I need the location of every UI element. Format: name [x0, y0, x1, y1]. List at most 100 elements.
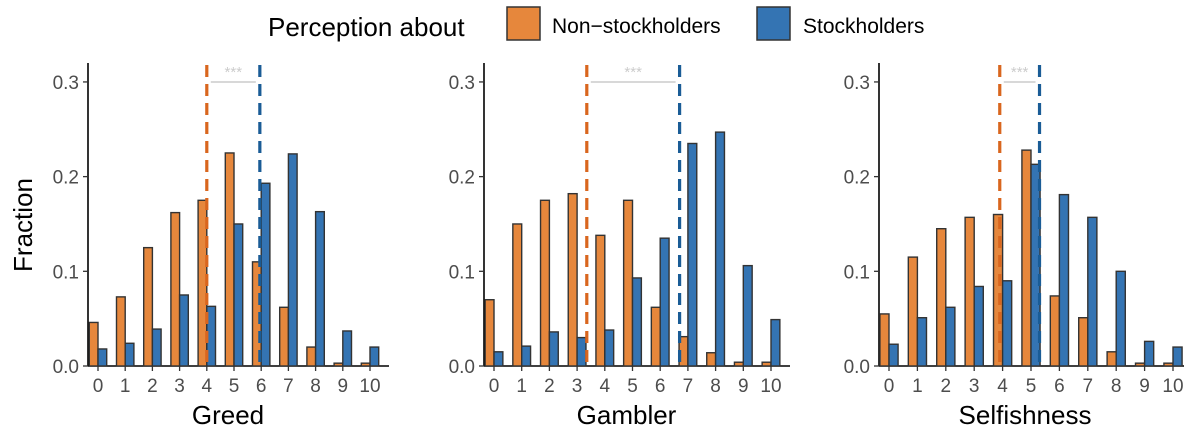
x-axis-title: Selfishness [959, 400, 1092, 430]
legend-title: Perception about [268, 12, 465, 42]
x-tick-label: 6 [256, 376, 267, 397]
bar-stockholders [888, 343, 899, 367]
bar-non-stockholders [539, 199, 551, 367]
x-tick-label: 7 [683, 376, 694, 397]
bar-non-stockholders [360, 362, 371, 367]
bar-non-stockholders [706, 352, 717, 367]
x-tick-label: 8 [710, 376, 721, 397]
bar-non-stockholders [761, 361, 772, 367]
bar-stockholders [342, 330, 353, 367]
bar-non-stockholders [650, 306, 661, 367]
bar-stockholders [916, 317, 928, 367]
bar-stockholders [742, 264, 753, 367]
x-tick-label: 1 [120, 376, 131, 397]
bar-stockholders [659, 237, 670, 367]
legend-label-stockholders: Stockholders [803, 15, 924, 38]
panel-selfishness: 0.0 0.1 0.2 0.3 0 1 2 3 4 5 6 7 8 9 10 *** Selfishness [844, 63, 1184, 430]
significance-label: *** [624, 64, 642, 81]
x-tick-label: 10 [359, 376, 380, 397]
y-tick-label: 0.1 [844, 262, 870, 283]
bar-stockholders [151, 328, 162, 367]
bar-stockholders [687, 142, 698, 367]
bar-stockholders [314, 210, 326, 367]
x-tick-label: 9 [738, 376, 749, 397]
bar-non-stockholders [1021, 149, 1032, 367]
x-tick-label: 1 [516, 376, 527, 397]
panels: 0.00.10.20.30 1 2 3 4 5 6 7 8 9 10***Greed0.00.10.… [53, 63, 1184, 430]
legend-swatch-non-stockholders [506, 6, 541, 41]
panel-greed: 0.0 0.1 0.2 0.3 0 1 2 3 4 5 6 7 8 9 10 *** Greed [53, 63, 389, 430]
bar-stockholders [1087, 216, 1098, 367]
bar-stockholders [287, 153, 298, 367]
bar-non-stockholders [512, 223, 523, 367]
x-tick-label: 9 [1139, 376, 1150, 397]
bar-stockholders [124, 342, 135, 367]
bar-non-stockholders [1106, 351, 1117, 367]
x-tick-label: 0 [884, 376, 895, 397]
bar-non-stockholders [170, 211, 181, 367]
bar-stockholders [1143, 340, 1155, 367]
bar-non-stockholders [333, 362, 344, 367]
y-tick-label: 0.0 [53, 357, 79, 378]
x-tick-label: 3 [969, 376, 980, 397]
bar-non-stockholders [936, 228, 947, 367]
bar-stockholders [493, 351, 504, 367]
legend-label-non-stockholders: Non−stockholders [552, 15, 721, 38]
bar-non-stockholders [1049, 295, 1061, 367]
bar-stockholders [521, 345, 532, 367]
bar-non-stockholders [1163, 362, 1174, 367]
y-tick-label: 0.1 [449, 262, 475, 283]
y-tick-label: 0.0 [844, 357, 870, 378]
bar-stockholders [178, 294, 190, 367]
bar-stockholders [1172, 346, 1183, 367]
bar-non-stockholders [224, 152, 235, 367]
bar-non-stockholders [879, 313, 890, 367]
x-axis-title: Gambler [577, 400, 677, 430]
legend: Perception about Non−stockholders Stockh… [268, 6, 924, 42]
x-tick-label: 10 [1162, 376, 1183, 397]
bar-stockholders [369, 346, 380, 367]
bar-stockholders [233, 223, 244, 367]
x-tick-label: 4 [202, 376, 213, 397]
panel-gambler: 0.0 0.1 0.2 0.3 0 1 2 3 4 5 6 7 8 9 10 *** Gambler [449, 63, 790, 430]
y-axis-title: Fraction [8, 178, 38, 272]
x-tick-label: 8 [310, 376, 321, 397]
x-tick-label: 2 [544, 376, 555, 397]
bar-stockholders [260, 182, 271, 367]
bar-stockholders [548, 331, 559, 367]
bar-stockholders [1115, 270, 1126, 367]
y-tick-label: 0.3 [844, 73, 870, 94]
y-tick-label: 0.3 [449, 73, 475, 94]
bar-non-stockholders [278, 306, 290, 367]
bar-non-stockholders [733, 361, 744, 367]
x-tick-label: 0 [489, 376, 500, 397]
x-tick-label: 3 [572, 376, 583, 397]
bar-stockholders [945, 306, 956, 367]
bar-stockholders [1001, 280, 1013, 367]
y-tick-label: 0.2 [449, 168, 475, 189]
x-tick-label: 5 [229, 376, 240, 397]
significance-label: *** [225, 64, 243, 81]
x-tick-label: 6 [1054, 376, 1065, 397]
x-axis-title: Greed [192, 400, 264, 430]
x-tick-label: 2 [147, 376, 158, 397]
x-tick-label: 3 [174, 376, 185, 397]
y-tick-label: 0.2 [844, 168, 870, 189]
bar-non-stockholders [484, 299, 495, 367]
bar-stockholders [631, 277, 643, 367]
y-tick-label: 0.2 [53, 168, 79, 189]
x-tick-label: 1 [912, 376, 923, 397]
bar-stockholders [973, 285, 984, 367]
bar-non-stockholders [567, 192, 578, 367]
bar-stockholders [604, 329, 615, 367]
bar-stockholders [1058, 193, 1070, 367]
bar-stockholders [97, 348, 108, 367]
bar-non-stockholders [88, 321, 99, 367]
bar-non-stockholders [115, 296, 126, 367]
x-tick-label: 4 [600, 376, 611, 397]
bar-non-stockholders [142, 246, 154, 367]
x-tick-label: 10 [760, 376, 781, 397]
x-tick-label: 9 [338, 376, 349, 397]
bar-stockholders [714, 131, 726, 367]
